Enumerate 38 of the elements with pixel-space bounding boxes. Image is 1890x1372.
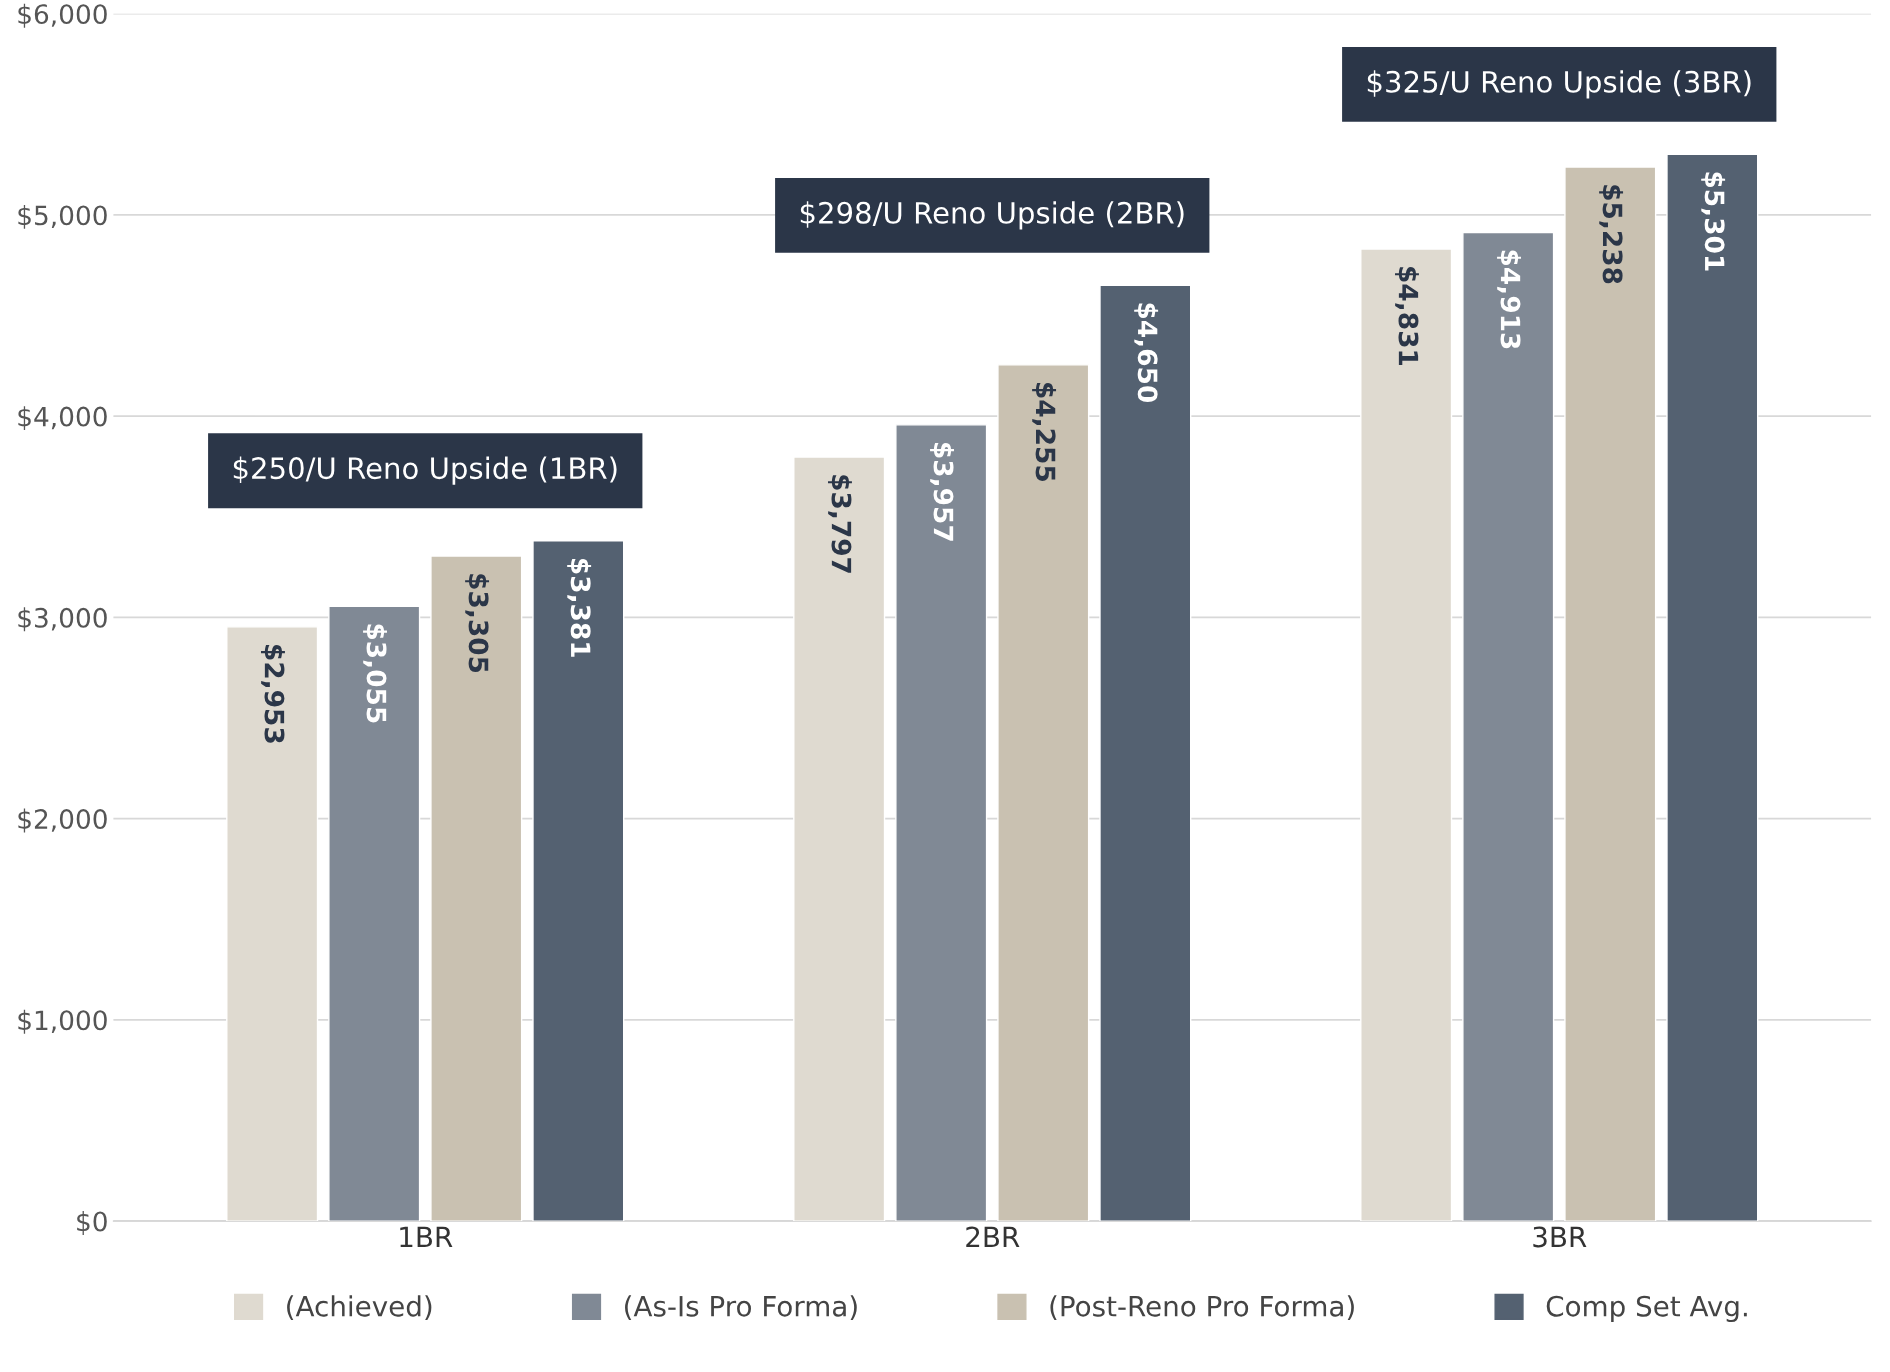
y-tick-label: $3,000 bbox=[18, 607, 107, 632]
bar bbox=[1099, 284, 1192, 1222]
data-label: $5,238 bbox=[1599, 185, 1624, 284]
y-tick-label: $4,000 bbox=[18, 406, 107, 431]
data-label: $5,301 bbox=[1701, 172, 1726, 271]
data-label: $3,381 bbox=[567, 558, 592, 657]
y-tick-label: $5,000 bbox=[18, 204, 107, 229]
bar bbox=[430, 555, 523, 1222]
y-tick-label: $0 bbox=[77, 1211, 107, 1235]
bar bbox=[895, 424, 988, 1222]
y-tick-label: $2,000 bbox=[18, 808, 107, 833]
legend-label: (Achieved) bbox=[287, 1295, 432, 1320]
data-label: $4,650 bbox=[1134, 303, 1159, 403]
data-label: $3,797 bbox=[828, 475, 852, 573]
data-label: $3,957 bbox=[930, 442, 954, 541]
data-label: $4,831 bbox=[1395, 267, 1419, 366]
x-tick-label: 2BR bbox=[966, 1226, 1020, 1248]
annotation: $250/U Reno Upside (1BR) bbox=[233, 456, 617, 485]
data-label: $2,953 bbox=[261, 645, 285, 743]
bar bbox=[997, 364, 1090, 1222]
bar bbox=[1564, 166, 1657, 1222]
bar bbox=[328, 605, 421, 1222]
x-tick-label: 1BR bbox=[400, 1226, 453, 1248]
data-label: $3,055 bbox=[363, 624, 387, 723]
data-label: $3,305 bbox=[465, 574, 490, 673]
annotation: $298/U Reno Upside (2BR) bbox=[800, 201, 1184, 230]
annotation: $325/U Reno Upside (3BR) bbox=[1367, 70, 1751, 99]
legend-label: Comp Set Avg. bbox=[1546, 1295, 1747, 1323]
legend-label: (Post-Reno Pro Forma) bbox=[1050, 1295, 1354, 1320]
legend-label: (As-Is Pro Forma) bbox=[625, 1295, 857, 1320]
y-tick-label: $6,000 bbox=[18, 3, 107, 28]
data-label: $4,255 bbox=[1032, 383, 1057, 481]
bar bbox=[1462, 231, 1555, 1222]
data-label: $4,913 bbox=[1497, 250, 1521, 349]
bar bbox=[532, 540, 625, 1222]
x-tick-label: 3BR bbox=[1533, 1226, 1587, 1248]
y-tick-label: $1,000 bbox=[18, 1009, 107, 1034]
bar bbox=[1666, 153, 1759, 1222]
